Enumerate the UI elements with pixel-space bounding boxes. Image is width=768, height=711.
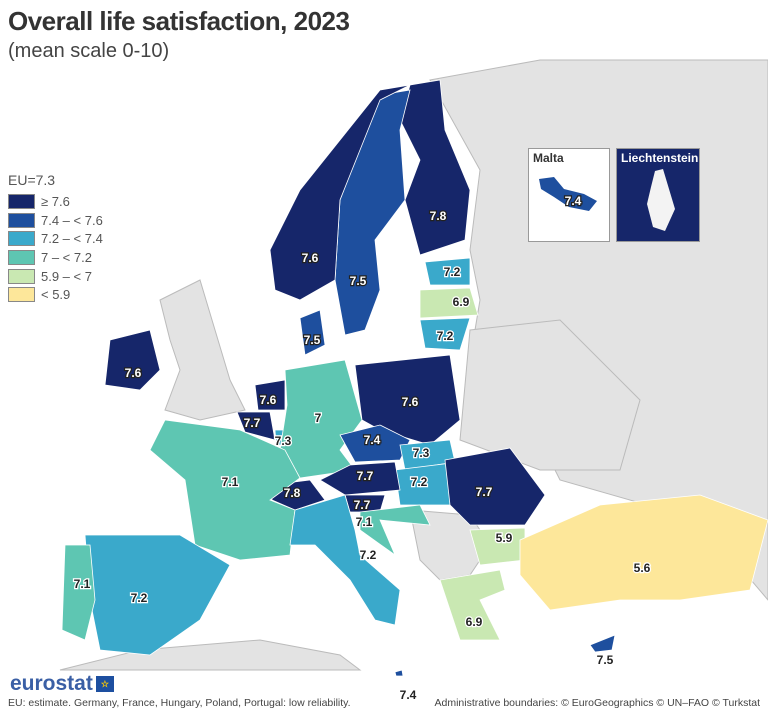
value-label-cyprus: 7.5 [597, 653, 614, 667]
legend-swatch [8, 287, 35, 303]
value-label-malta: 7.4 [400, 688, 417, 702]
legend-label: 5.9 – < 7 [41, 268, 92, 284]
footnote: EU: estimate. Germany, France, Hungary, … [8, 697, 351, 709]
value-label-czechia: 7.4 [364, 433, 381, 447]
north-africa [59, 639, 362, 671]
value-label-belgium: 7.7 [244, 416, 261, 430]
liechtenstein-shape [647, 169, 675, 231]
malta-inset-value: 7.4 [565, 194, 582, 208]
value-label-trkiye: 5.6 [634, 561, 651, 575]
country-austria [319, 461, 401, 496]
value-label-estonia: 7.2 [444, 265, 461, 279]
value-label-bulgaria: 5.9 [496, 531, 513, 545]
legend-item: ≥ 7.6 [8, 192, 103, 211]
inset-liechtenstein-title: Liechtenstein [621, 151, 699, 165]
value-label-finland: 7.8 [430, 209, 447, 223]
value-label-denmark: 7.5 [304, 333, 321, 347]
value-label-austria: 7.7 [357, 469, 374, 483]
legend-label: 7.2 – < 7.4 [41, 231, 103, 247]
value-label-portugal: 7.1 [74, 577, 91, 591]
value-label-italy: 7.2 [360, 548, 377, 562]
legend-item: < 5.9 [8, 285, 103, 304]
country-denmark [299, 309, 326, 356]
country-greece [439, 569, 506, 641]
inset-malta: Malta 7.4 [528, 148, 610, 242]
legend-swatch [8, 212, 35, 228]
credits: Administrative boundaries: © EuroGeograp… [434, 697, 760, 709]
value-label-greece: 6.9 [466, 615, 483, 629]
eurostat-logo: eurostat ☆ [10, 672, 114, 696]
malta-shape: 7.4 [539, 177, 597, 211]
legend-eu-average: EU=7.3 [8, 172, 56, 188]
value-label-lithuania: 7.2 [437, 329, 454, 343]
value-label-france: 7.1 [222, 475, 239, 489]
legend-label: 7 – < 7.2 [41, 249, 92, 265]
map-subtitle: (mean scale 0-10) [8, 40, 170, 62]
legend-swatch [8, 231, 35, 247]
country-belgium [236, 411, 276, 441]
value-label-germany: 7 [315, 411, 322, 425]
country-finland [399, 79, 471, 256]
value-label-slovenia: 7.7 [354, 498, 371, 512]
value-label-spain: 7.2 [131, 591, 148, 605]
inset-malta-title: Malta [533, 151, 564, 165]
value-label-sweden: 7.5 [350, 274, 367, 288]
value-label-luxembourg: 7.3 [275, 434, 292, 448]
map-title: Overall life satisfaction, 2023 [8, 6, 350, 36]
value-label-poland: 7.6 [402, 395, 419, 409]
value-label-netherlands: 7.6 [260, 393, 277, 407]
legend-label: 7.4 – < 7.6 [41, 212, 103, 228]
country-portugal [61, 544, 96, 641]
value-label-slovakia: 7.3 [413, 446, 430, 460]
legend-label: < 5.9 [41, 287, 71, 303]
value-label-norway: 7.6 [302, 251, 319, 265]
uk [159, 279, 246, 421]
legend-label: ≥ 7.6 [41, 193, 70, 209]
value-label-ireland: 7.6 [125, 366, 142, 380]
country-norway [269, 84, 411, 301]
country-latvia [419, 287, 479, 319]
value-label-romania: 7.7 [476, 485, 493, 499]
legend-item: 7.2 – < 7.4 [8, 229, 103, 248]
ukraine-belarus [459, 319, 641, 471]
value-label-latvia: 6.9 [453, 295, 470, 309]
country-cyprus [589, 634, 616, 653]
legend-swatch [8, 268, 35, 284]
logo-text: eurostat [10, 672, 93, 695]
legend-item: 7.4 – < 7.6 [8, 211, 103, 230]
value-label-switzerland: 7.8 [284, 486, 301, 500]
country-malta [394, 669, 404, 677]
country-romania [444, 447, 546, 526]
country-croatia [359, 504, 431, 557]
inset-liechtenstein: Liechtenstein [616, 148, 700, 242]
legend: EU=7.3 ≥ 7.6 7.4 – < 7.6 7.2 – < 7.4 7 – < … [8, 172, 103, 304]
legend-item: 5.9 – < 7 [8, 267, 103, 286]
country-netherlands [254, 379, 286, 411]
country-trkiye [519, 494, 768, 611]
country-lithuania [419, 317, 471, 351]
value-label-hungary: 7.2 [411, 475, 428, 489]
country-estonia [424, 257, 471, 286]
country-ireland [104, 329, 161, 391]
legend-swatch [8, 193, 35, 209]
eu-flag-icon: ☆ [95, 676, 114, 692]
legend-item: 7 – < 7.2 [8, 248, 103, 267]
country-italy [289, 494, 401, 626]
legend-swatch [8, 249, 35, 265]
value-label-croatia: 7.1 [356, 515, 373, 529]
